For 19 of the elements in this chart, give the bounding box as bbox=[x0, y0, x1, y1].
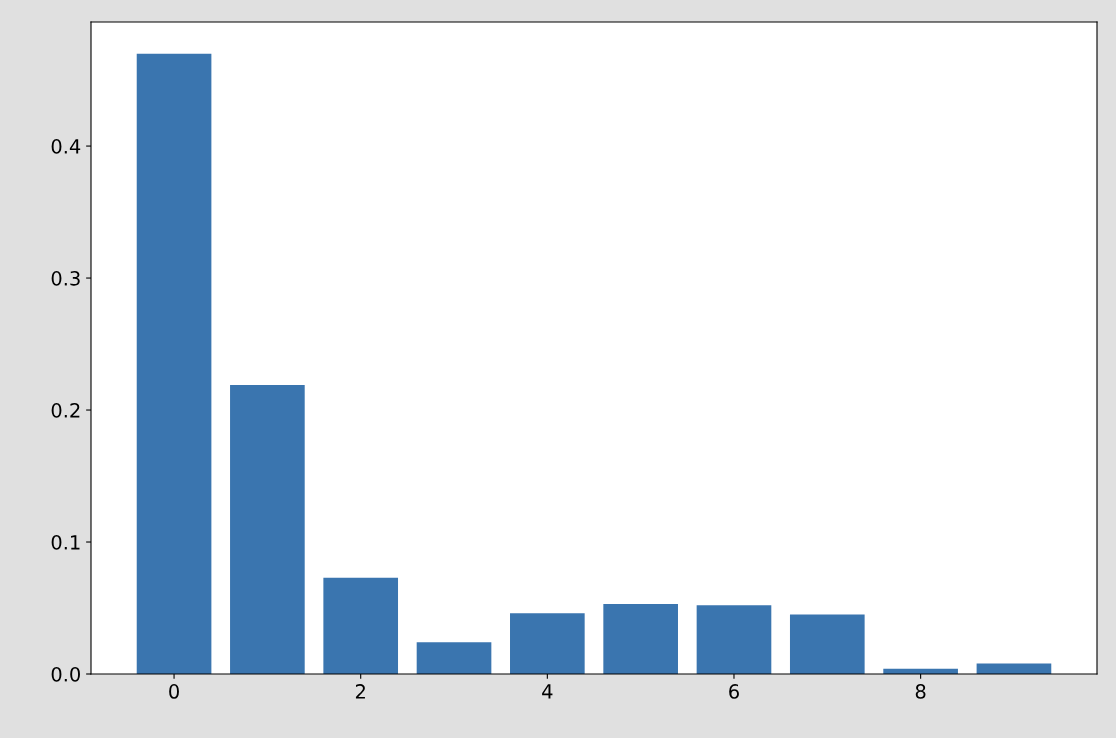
bar bbox=[976, 663, 1052, 674]
x-tick-label: 2 bbox=[355, 684, 365, 699]
x-tick-label: 8 bbox=[915, 684, 926, 699]
bar bbox=[136, 53, 212, 674]
bar bbox=[510, 613, 585, 674]
x-tick-label: 4 bbox=[542, 684, 553, 699]
x-tick-label: 0 bbox=[169, 684, 179, 699]
x-tick-label: 6 bbox=[729, 684, 739, 699]
bar bbox=[230, 384, 305, 674]
y-tick-label: 0.4 bbox=[51, 139, 81, 154]
bar bbox=[696, 605, 772, 674]
y-tick-label: 0.1 bbox=[51, 534, 80, 550]
bar bbox=[323, 577, 399, 674]
bar bbox=[603, 604, 678, 674]
y-tick-label: 0.0 bbox=[51, 666, 80, 682]
bar bbox=[789, 614, 865, 674]
y-tick-label: 0.3 bbox=[51, 271, 80, 286]
y-tick-label: 0.2 bbox=[51, 402, 80, 418]
bar bbox=[416, 642, 492, 674]
